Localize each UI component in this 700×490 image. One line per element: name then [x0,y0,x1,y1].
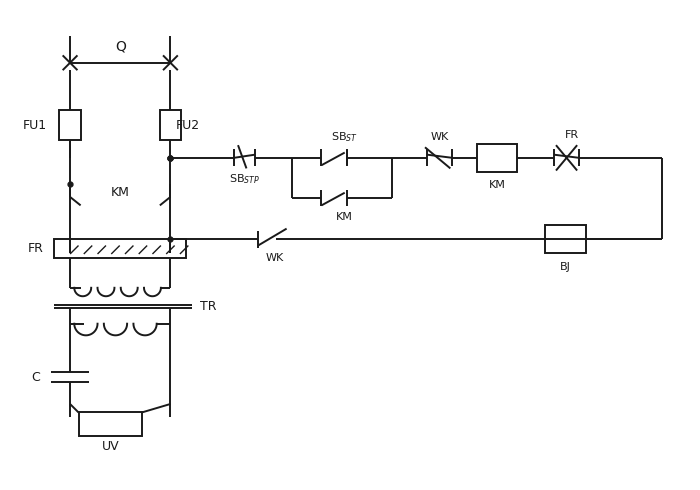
Text: FU1: FU1 [22,119,47,132]
Bar [477,144,517,172]
Text: KM: KM [111,186,130,199]
Text: SB$_{ST}$: SB$_{ST}$ [331,130,358,144]
Bar [545,225,586,253]
Text: Q: Q [115,40,126,54]
Text: KM: KM [336,212,354,222]
Text: BJ: BJ [560,262,571,271]
Text: WK: WK [430,132,449,142]
Text: WK: WK [265,253,284,263]
Text: FR: FR [28,242,43,255]
Bar [60,110,80,140]
Bar [54,239,186,258]
Bar [78,413,142,436]
Text: TR: TR [200,300,216,313]
Text: FU2: FU2 [176,119,199,132]
Text: C: C [32,370,41,384]
Text: KM: KM [489,180,505,190]
Text: UV: UV [102,440,119,453]
Text: FR: FR [565,130,579,140]
Text: SB$_{STP}$: SB$_{STP}$ [229,172,260,186]
Bar [160,110,181,140]
